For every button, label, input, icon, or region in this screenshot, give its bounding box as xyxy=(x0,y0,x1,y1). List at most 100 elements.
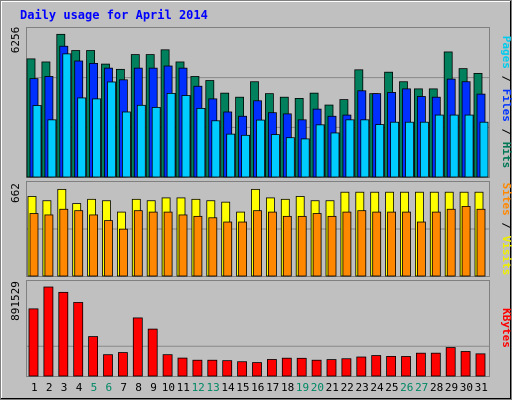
panel-kbytes-max-label: 891529 xyxy=(9,281,22,321)
bar-sites-day-20 xyxy=(312,213,322,277)
bar-sites-day-11 xyxy=(178,214,188,277)
day-label-29: 29 xyxy=(445,381,458,394)
bar-pages-day-12 xyxy=(196,108,206,178)
bar-pages-day-21 xyxy=(330,132,340,178)
bar-sites-day-30 xyxy=(461,206,471,277)
bar-sites-day-2 xyxy=(44,214,54,277)
bar-pages-day-29 xyxy=(449,114,459,178)
bar-kbytes-day-16 xyxy=(252,362,262,377)
bar-sites-day-24 xyxy=(372,211,382,277)
bar-pages-day-18 xyxy=(285,137,295,178)
bar-pages-day-27 xyxy=(419,121,429,178)
panel-visits-max-label: 662 xyxy=(9,183,22,203)
bar-sites-day-18 xyxy=(282,215,292,277)
bar-sites-day-17 xyxy=(267,211,277,277)
bar-pages-day-14 xyxy=(226,133,236,178)
bar-pages-day-20 xyxy=(315,124,325,178)
bar-kbytes-day-31 xyxy=(475,353,486,377)
bar-kbytes-day-29 xyxy=(445,347,456,377)
bar-sites-day-7 xyxy=(119,228,128,277)
bar-pages-day-6 xyxy=(107,81,116,178)
day-label-31: 31 xyxy=(475,381,488,394)
bar-pages-day-30 xyxy=(464,114,474,178)
day-label-4: 4 xyxy=(76,381,83,394)
day-axis: 1 2 3 4 5 6 7 8 9 10 11 12 13 14 15 16 17 18 19 20 21 22 23 24 2… xyxy=(31,381,488,394)
bar-kbytes-day-25 xyxy=(386,355,397,377)
bar-pages-day-28 xyxy=(434,114,444,178)
bar-sites-day-29 xyxy=(446,208,456,277)
bar-sites-day-23 xyxy=(357,210,367,277)
bar-kbytes-day-24 xyxy=(371,355,382,377)
bar-pages-day-19 xyxy=(300,138,310,178)
bar-pages-day-22 xyxy=(345,119,355,178)
panel-hits-legend-segment-4: / xyxy=(500,122,512,142)
bar-sites-day-12 xyxy=(193,215,203,277)
bar-pages-day-13 xyxy=(211,120,221,178)
bar-sites-day-28 xyxy=(431,211,441,277)
bar-pages-day-8 xyxy=(136,104,146,178)
panel-visits-legend-segment-2: / xyxy=(500,216,512,236)
bar-sites-day-14 xyxy=(223,221,233,277)
day-label-28: 28 xyxy=(430,381,443,394)
day-label-21: 21 xyxy=(326,381,339,394)
bar-pages-day-11 xyxy=(181,95,191,178)
panel-visits-legend: Sites / Visits xyxy=(500,183,512,276)
bar-pages-day-24 xyxy=(375,124,385,178)
bar-sites-day-31 xyxy=(476,208,486,277)
bar-kbytes-day-17 xyxy=(266,359,277,377)
bar-pages-day-10 xyxy=(166,93,176,178)
bar-sites-day-15 xyxy=(238,221,248,277)
bar-sites-day-22 xyxy=(342,211,352,277)
bar-sites-day-21 xyxy=(327,215,337,277)
bar-kbytes-day-23 xyxy=(356,356,367,377)
bar-sites-day-9 xyxy=(148,211,158,277)
day-label-24: 24 xyxy=(370,381,384,394)
bar-kbytes-day-13 xyxy=(207,359,218,377)
bar-kbytes-day-8 xyxy=(132,317,143,377)
bar-sites-day-6 xyxy=(104,220,113,277)
bar-kbytes-day-1 xyxy=(28,308,39,377)
day-label-17: 17 xyxy=(266,381,279,394)
day-label-25: 25 xyxy=(385,381,398,394)
bar-pages-day-5 xyxy=(92,98,101,178)
bar-kbytes-day-22 xyxy=(341,358,352,377)
bar-pages-day-15 xyxy=(241,134,251,178)
bar-pages-day-26 xyxy=(405,121,414,178)
panel-visits-legend-segment-3: Visits xyxy=(500,236,512,276)
day-label-6: 6 xyxy=(105,381,112,394)
panel-hits-legend: Pages / Files / Hits xyxy=(500,36,512,169)
bar-sites-day-4 xyxy=(74,210,84,277)
day-label-14: 14 xyxy=(221,381,235,394)
day-label-19: 19 xyxy=(296,381,309,394)
panel-kbytes-legend-segment-1: KBytes xyxy=(500,308,512,348)
panel-hits: 6256 Pages / Files / Hits xyxy=(9,27,512,178)
day-label-20: 20 xyxy=(311,381,324,394)
bar-pages-day-2 xyxy=(47,119,57,178)
bar-sites-day-5 xyxy=(89,214,98,277)
panel-hits-max-label: 6256 xyxy=(9,27,22,54)
day-label-18: 18 xyxy=(281,381,294,394)
bar-kbytes-day-19 xyxy=(296,357,307,377)
bar-sites-day-25 xyxy=(387,211,397,277)
day-label-23: 23 xyxy=(355,381,368,394)
bar-pages-day-25 xyxy=(390,121,400,178)
panel-visits: 662 Sites / Visits xyxy=(9,181,512,277)
day-label-8: 8 xyxy=(135,381,142,394)
day-label-7: 7 xyxy=(120,381,127,394)
bar-pages-day-4 xyxy=(77,97,87,178)
day-label-30: 30 xyxy=(460,381,473,394)
bar-kbytes-day-6 xyxy=(103,354,113,377)
bar-pages-day-16 xyxy=(256,119,265,178)
bar-sites-day-19 xyxy=(297,215,307,277)
day-label-2: 2 xyxy=(46,381,53,394)
day-label-11: 11 xyxy=(177,381,190,394)
bar-sites-day-1 xyxy=(29,213,39,277)
bar-sites-day-10 xyxy=(163,211,173,277)
panel-hits-legend-segment-3: Files xyxy=(500,89,512,122)
day-label-5: 5 xyxy=(91,381,98,394)
panel-hits-legend-segment-1: Pages xyxy=(500,36,512,69)
bar-kbytes-day-12 xyxy=(192,359,203,377)
bar-pages-day-1 xyxy=(32,105,42,178)
bar-kbytes-day-18 xyxy=(281,357,292,377)
